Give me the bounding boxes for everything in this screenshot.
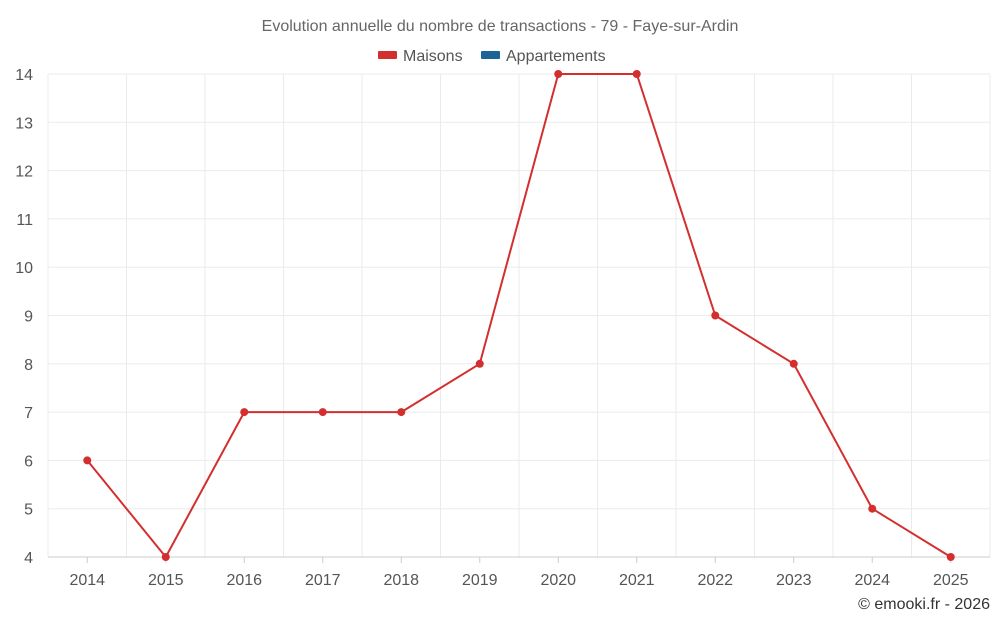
data-point[interactable]: [240, 408, 249, 417]
series-line-maisons: [86, 73, 952, 558]
y-tick-label: 12: [15, 164, 33, 181]
legend-item-appartements[interactable]: Appartements: [481, 48, 606, 65]
legend-label-appartements: Appartements: [506, 48, 606, 65]
y-tick-label: 4: [24, 550, 33, 567]
x-tick-label: 2015: [148, 572, 184, 589]
x-tick-label: 2025: [933, 572, 969, 589]
data-point[interactable]: [318, 408, 327, 417]
data-point[interactable]: [946, 553, 955, 561]
legend-swatch-appartements: [481, 51, 500, 59]
legend-item-maisons[interactable]: Maisons: [378, 48, 463, 65]
y-tick-label: 13: [15, 115, 33, 132]
axes: 4 5 6 7 8 9 10 11 12 13 14 2014 2015 2016 2017 2018 2019…: [15, 67, 990, 589]
y-tick-label: 11: [16, 212, 33, 229]
x-tick-label: 2016: [226, 572, 262, 589]
x-tick-label: 2023: [776, 572, 812, 589]
y-tick-label: 9: [24, 309, 33, 326]
x-tick-label: 2021: [619, 572, 655, 589]
data-point[interactable]: [161, 553, 170, 561]
data-point[interactable]: [397, 408, 406, 417]
y-tick-label: 10: [15, 260, 33, 277]
credit-text: © emooki.fr - 2026: [858, 596, 990, 613]
data-point[interactable]: [632, 70, 641, 78]
legend: Maisons Appartements: [378, 48, 606, 65]
chart-title: Evolution annuelle du nombre de transact…: [262, 18, 739, 35]
y-tick-label: 6: [24, 453, 33, 470]
x-tick-label: 2020: [540, 572, 576, 589]
y-tick-label: 8: [24, 357, 33, 374]
data-point[interactable]: [83, 456, 92, 465]
data-point[interactable]: [475, 359, 484, 368]
x-tick-label: 2018: [383, 572, 419, 589]
x-tick-label: 2024: [854, 572, 890, 589]
y-tick-label: 14: [15, 67, 33, 84]
legend-label-maisons: Maisons: [403, 48, 463, 65]
series: [83, 70, 955, 561]
x-tick-label: 2014: [69, 572, 105, 589]
y-tick-label: 5: [24, 502, 33, 519]
x-tick-label: 2019: [462, 572, 498, 589]
y-tick-label: 7: [24, 405, 33, 422]
x-tick-label: 2017: [305, 572, 341, 589]
x-tick-label: 2022: [697, 572, 733, 589]
data-point[interactable]: [711, 311, 720, 320]
data-point[interactable]: [868, 504, 877, 513]
data-point[interactable]: [789, 359, 798, 368]
legend-swatch-maisons: [378, 51, 397, 59]
data-point[interactable]: [554, 70, 563, 78]
gridlines: [47, 73, 991, 558]
